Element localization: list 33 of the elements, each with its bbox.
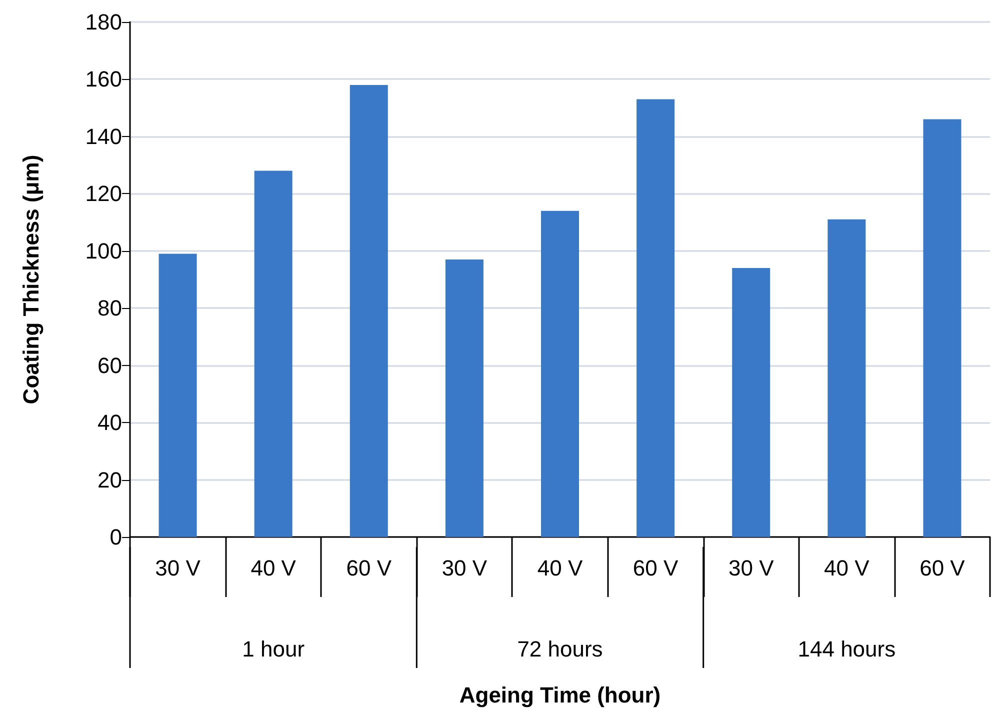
bar bbox=[923, 119, 962, 537]
y-tick-label: 100 bbox=[85, 238, 122, 264]
y-tick-label: 180 bbox=[85, 10, 122, 34]
y-tick-label: 120 bbox=[85, 181, 122, 206]
bar bbox=[350, 84, 388, 537]
bar bbox=[254, 170, 292, 537]
bar bbox=[541, 210, 579, 537]
x-tick-label: 30 V bbox=[442, 556, 488, 580]
x-tick-label: 60 V bbox=[920, 556, 966, 580]
y-tick-label: 0 bbox=[110, 524, 122, 550]
x-tick-label: 30 V bbox=[155, 556, 201, 580]
y-tick-label: 60 bbox=[98, 352, 122, 378]
x-tick-label: 60 V bbox=[346, 556, 392, 580]
y-axis-title: Coating Thickness (μm) bbox=[18, 154, 44, 404]
x-axis-title: Ageing Time (hour) bbox=[459, 682, 661, 708]
text: 1 hour bbox=[242, 636, 305, 662]
bar bbox=[445, 259, 484, 537]
bar bbox=[636, 99, 675, 537]
y-tick-label: 140 bbox=[85, 124, 122, 149]
y-tick-label: 160 bbox=[85, 66, 122, 92]
text: 144 hours bbox=[798, 636, 896, 662]
x-tick-label: 30 V bbox=[728, 556, 774, 580]
y-tick-label: 20 bbox=[98, 467, 122, 492]
bar bbox=[828, 219, 866, 537]
x-tick-label: 40 V bbox=[250, 556, 296, 580]
x-tick-label: 60 V bbox=[632, 556, 679, 580]
bar bbox=[732, 268, 770, 537]
x-tick-label: 40 V bbox=[537, 556, 583, 580]
y-tick-label: 80 bbox=[98, 296, 122, 321]
text: 72 hours bbox=[517, 636, 603, 662]
bar bbox=[158, 254, 197, 537]
x-tick-label: 40 V bbox=[824, 556, 870, 580]
y-tick-label: 40 bbox=[98, 410, 122, 436]
